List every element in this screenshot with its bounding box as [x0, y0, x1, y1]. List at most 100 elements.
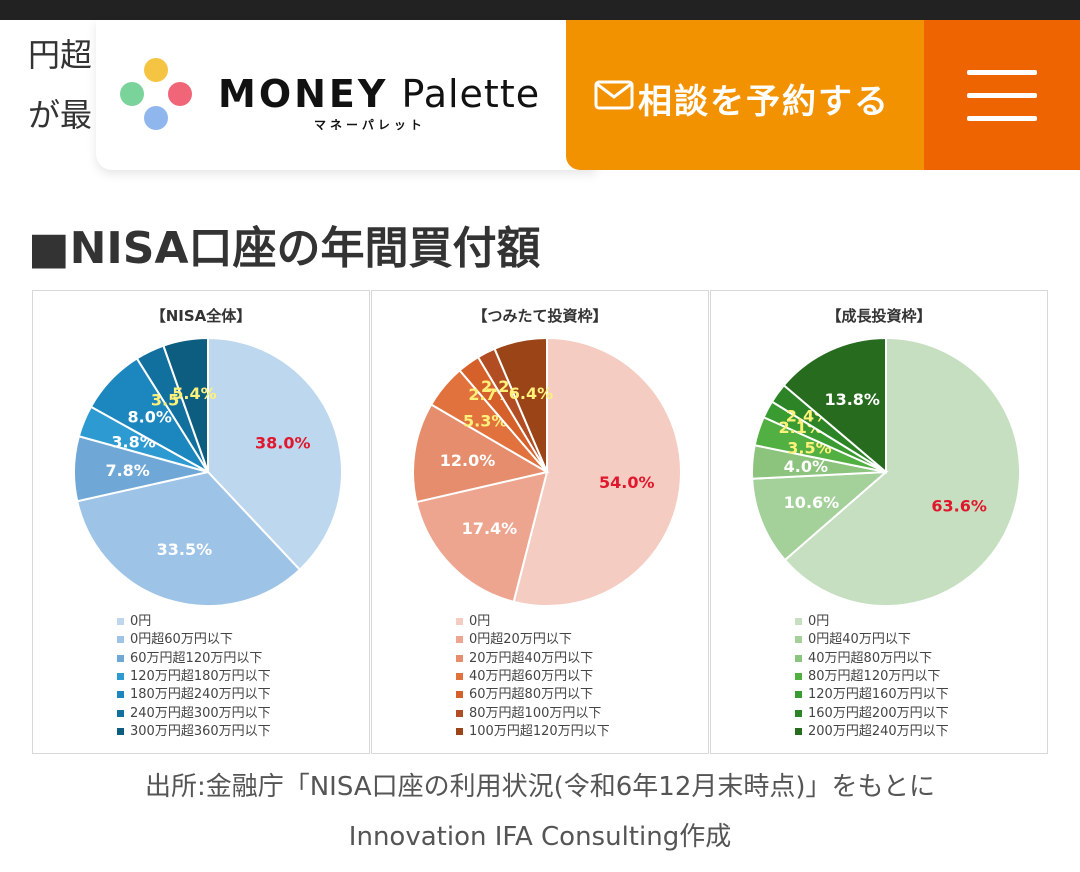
- pie-data-label: 5.3%: [463, 412, 507, 431]
- menu-bar-icon: [967, 70, 1037, 75]
- legend-label: 60万円超120万円以下: [130, 650, 263, 666]
- pie-slice: [782, 336, 887, 475]
- legend-swatch: [795, 691, 802, 699]
- legend-item: 60万円超120万円以下: [117, 650, 262, 668]
- legend-label: 80万円超120万円以下: [808, 668, 941, 684]
- legend-label: 300万円超360万円以下: [130, 723, 271, 739]
- legend-label: 120万円超180万円以下: [130, 668, 271, 684]
- legend-item: 80万円超100万円以下: [456, 705, 601, 723]
- legend-item: 120万円超180万円以下: [117, 668, 271, 686]
- legend-item: 0円超20万円以下: [456, 631, 572, 649]
- chart-title: 【成長投資枠】: [826, 307, 932, 325]
- legend-label: 40万円超60万円以下: [469, 668, 594, 684]
- pie-chart-tsumitate: 54.0%17.4%12.0%5.3%2.7%2.2%6.4%: [412, 336, 682, 607]
- background-text-line2: が最: [28, 96, 93, 134]
- logo-wordmark: MONEY Palette: [218, 72, 540, 116]
- legend-item: 0円: [456, 613, 490, 631]
- source-note-line1: 出所:金融庁「NISA口座の利用状況(令和6年12月末時点)」をもとに: [144, 772, 936, 802]
- legend-item: 20万円超40万円以下: [456, 650, 593, 668]
- logo-palette-text: Palette: [401, 72, 541, 116]
- pie-slice: [783, 336, 1021, 607]
- pie-data-label: 54.0%: [599, 473, 655, 492]
- pie-slice: [207, 336, 343, 572]
- pie-data-label: 33.5%: [157, 540, 213, 559]
- legend-swatch: [795, 636, 802, 644]
- legend-item: 40万円超80万円以下: [795, 650, 932, 668]
- pie-data-label: 5.4%: [172, 384, 216, 403]
- legend-item: 120万円超160万円以下: [795, 686, 949, 704]
- legend-swatch: [456, 709, 463, 717]
- logo-kana: マネーパレット: [314, 118, 426, 132]
- legend-label: 100万円超120万円以下: [469, 723, 610, 739]
- background-text-line1: 円超: [28, 36, 93, 74]
- legend-item: 40万円超60万円以下: [456, 668, 593, 686]
- legend-swatch: [456, 654, 463, 662]
- legend-label: 20万円超40万円以下: [469, 650, 594, 666]
- legend-item: 200万円超240万円以下: [795, 723, 949, 741]
- legend-label: 80万円超100万円以下: [469, 705, 602, 721]
- chart-title: 【NISA全体】: [150, 307, 252, 325]
- legend-label: 0円超20万円以下: [469, 632, 572, 648]
- top-status-bar: [0, 0, 1080, 20]
- legend-item: 160万円超200万円以下: [795, 705, 949, 723]
- legend-swatch: [117, 654, 124, 662]
- chart-title: 【つみたて投資枠】: [472, 307, 608, 325]
- consultation-booking-button[interactable]: 相談を予約する: [566, 20, 924, 170]
- legend-swatch: [456, 727, 463, 735]
- pie-data-label: 17.4%: [462, 519, 518, 538]
- legend-swatch: [117, 709, 124, 717]
- legend-label: 0円: [130, 614, 152, 629]
- pie-slice: [493, 336, 548, 473]
- legend-item: 240万円超300万円以下: [117, 705, 271, 723]
- mail-icon: [594, 80, 634, 110]
- hamburger-menu-button[interactable]: [924, 20, 1080, 170]
- legend-swatch: [117, 618, 124, 625]
- legend-item: 0円超60万円以下: [117, 631, 233, 649]
- chart-panel-growth: 【成長投資枠】 63.6% 10.6% 4.0% 3.5% 2.1% 2.4% 13.8% …: [710, 290, 1048, 754]
- legend-item: 180万円超240万円以下: [117, 686, 271, 704]
- legend-item: 0円: [117, 613, 151, 631]
- legend-label: 0円超60万円以下: [130, 632, 233, 648]
- legend-label: 60万円超80万円以下: [469, 687, 594, 703]
- pie-data-label: 13.8%: [824, 390, 880, 409]
- legend-swatch: [456, 636, 463, 644]
- pie-data-label: 8.0%: [128, 408, 172, 427]
- legend-label: 160万円超200万円以下: [808, 705, 949, 721]
- pie-chart-nisa-total: 38.0%33.5%7.8%3.8%8.0%3.5%5.4%: [73, 336, 343, 607]
- chart-panel-nisa-total: 【NISA全体】 38.0% 33.5% 7.8% 3.8% 8.0% 3.5% 5.4% …: [32, 290, 370, 754]
- legend-item: 60万円超80万円以下: [456, 686, 593, 704]
- pie-data-label: 4.0%: [784, 457, 828, 476]
- legend-item: 0円超40万円以下: [795, 631, 911, 649]
- pie-data-label: 6.4%: [509, 384, 553, 403]
- pie-slice: [76, 470, 302, 607]
- legend-item: 100万円超120万円以下: [456, 723, 610, 741]
- legend-swatch: [456, 672, 463, 680]
- pie-slice: [512, 336, 682, 607]
- legend-swatch: [117, 636, 124, 644]
- pie-slice: [412, 403, 550, 504]
- legend-swatch: [117, 691, 124, 699]
- site-header-logo-card[interactable]: MONEY Palette マネーパレット: [96, 20, 596, 170]
- legend-swatch: [117, 727, 124, 735]
- pie-slice: [162, 336, 209, 473]
- pie-slice: [751, 470, 889, 562]
- legend-swatch: [795, 727, 802, 735]
- legend-item: 80万円超120万円以下: [795, 668, 940, 686]
- consultation-button-label: 相談を予約する: [638, 82, 890, 122]
- legend-label: 120万円超160万円以下: [808, 687, 949, 703]
- legend-swatch: [456, 618, 463, 625]
- source-note-line2: Innovation IFA Consulting作成: [348, 822, 732, 852]
- legend-swatch: [795, 654, 802, 662]
- menu-bar-icon: [967, 93, 1037, 98]
- legend-label: 0円超40万円以下: [808, 632, 911, 648]
- logo-dots-icon: [120, 58, 192, 130]
- legend-label: 0円: [469, 614, 491, 629]
- pie-chart-growth: 63.6%10.6%4.0%3.5%2.1%2.4%13.8%: [751, 336, 1021, 607]
- pie-data-label: 7.8%: [105, 461, 149, 480]
- legend-swatch: [795, 618, 802, 625]
- legend-swatch: [117, 672, 124, 680]
- menu-bar-icon: [967, 116, 1037, 121]
- legend-item: 0円: [795, 613, 829, 631]
- section-title: ■NISA口座の年間買付額: [28, 223, 541, 274]
- legend-label: 40万円超80万円以下: [808, 650, 933, 666]
